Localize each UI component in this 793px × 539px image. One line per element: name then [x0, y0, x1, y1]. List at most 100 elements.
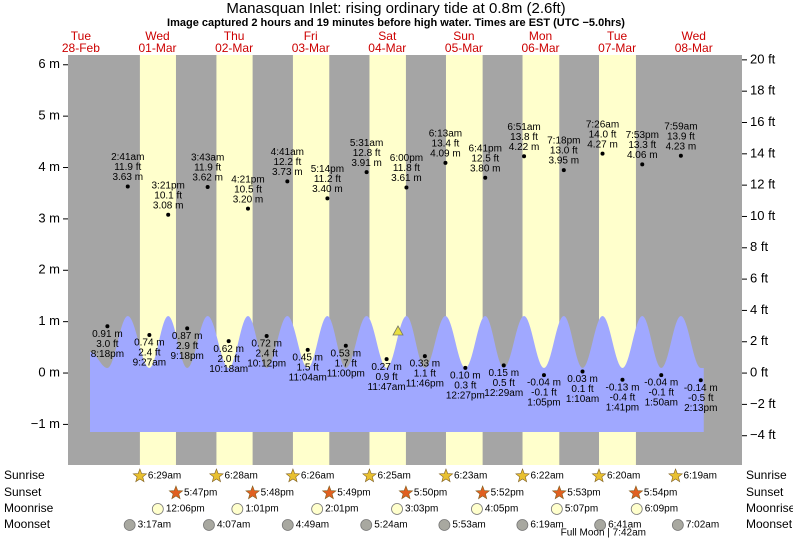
tide-label: 0.53 m [331, 348, 362, 359]
tide-label: 0.15 m [488, 368, 519, 379]
tide-point [384, 357, 389, 362]
tide-label: 2.0 ft [218, 354, 240, 365]
tide-label: 1:41pm [606, 402, 639, 413]
moonset-time: 3:17am [138, 520, 171, 531]
tide-point [541, 373, 546, 378]
tide-label: 11.9 ft [194, 163, 221, 174]
y-tick-label: 0 m [38, 364, 60, 379]
moonset-icon [438, 519, 451, 531]
tide-point [185, 326, 190, 331]
tide-label: 0.3 ft [454, 381, 476, 392]
moonrise-icon [471, 503, 483, 515]
day-date: 04-Mar [368, 41, 406, 55]
tide-label: 3:21pm [152, 180, 185, 191]
row-label: Moonrise [4, 501, 54, 515]
sunrise-icon [515, 468, 530, 483]
row-label: Sunset [746, 485, 784, 499]
moonset-time: 6:41am [608, 520, 641, 531]
sunset-icon [551, 485, 567, 500]
tide-label: 3.63 m [112, 172, 143, 183]
tide-label: 0.1 ft [571, 384, 593, 395]
tide-label: 7:53pm [626, 130, 659, 141]
tide-label: 2.4 ft [138, 348, 160, 359]
tide-label: 10.5 ft [234, 184, 262, 195]
tide-label: 12.2 ft [273, 157, 301, 168]
tide-label: 2.9 ft [176, 341, 198, 352]
row-label: Moonset [4, 517, 51, 531]
tide-label: 11:00pm [327, 368, 365, 379]
sunrise-time: 6:22am [531, 471, 564, 482]
tide-label: 4.09 m [430, 149, 461, 160]
tide-label: 10.1 ft [154, 190, 182, 201]
moonset-time: 4:07am [217, 520, 250, 531]
sunset-time: 5:49pm [337, 488, 370, 499]
tide-label: 1.5 ft [297, 363, 319, 374]
tide-label: 0.03 m [567, 374, 598, 385]
tide-label: 1.7 ft [335, 358, 357, 369]
tide-label: 6:41pm [469, 143, 502, 154]
moonset-icon [281, 519, 294, 531]
row-label: Moonrise [746, 501, 793, 515]
sunset-time: 5:48pm [261, 488, 294, 499]
day-date: 01-Mar [138, 41, 176, 55]
day-name: Wed [145, 29, 169, 43]
row-label: Sunrise [746, 468, 787, 482]
y2-tick-label: 10 ft [750, 208, 776, 223]
tide-point [698, 378, 703, 383]
sunrise-time: 6:28am [224, 471, 257, 482]
tide-label: 4.27 m [587, 139, 618, 150]
y2-tick-label: 14 ft [750, 145, 776, 160]
current-level-marker [392, 325, 404, 336]
tide-point [105, 324, 110, 329]
tide-label: 0.62 m [213, 344, 244, 355]
tide-label: 0.33 m [410, 359, 441, 370]
tide-point [245, 206, 250, 211]
tide-label: -0.4 ft [610, 392, 636, 403]
tide-label: 11:46pm [406, 379, 444, 390]
tide-label: 4.06 m [627, 150, 658, 161]
moonrise-icon [231, 503, 244, 515]
tide-label: 0.87 m [172, 331, 203, 342]
chart-title: Manasquan Inlet: rising ordinary tide at… [226, 0, 565, 17]
tide-label: -0.5 ft [688, 393, 714, 404]
tide-point [147, 333, 152, 338]
tide-label: 12.8 ft [353, 148, 381, 159]
sunset-icon [628, 485, 644, 500]
sunrise-time: 6:19am [684, 471, 717, 482]
tide-label: 0.72 m [251, 339, 282, 350]
tide-point [166, 212, 171, 217]
sunset-icon [398, 485, 414, 500]
day-name: Thu [224, 29, 245, 43]
sunrise-time: 6:23am [454, 471, 487, 482]
tide-wave [90, 316, 704, 432]
day-date: 08-Mar [675, 41, 713, 55]
tide-label: 0.5 ft [493, 378, 515, 389]
moonset-icon [123, 519, 136, 531]
tide-label: -0.13 m [606, 382, 640, 393]
tide-label: 10:18am [209, 364, 248, 375]
day-name: Wed [681, 29, 705, 43]
y2-tick-label: 6 ft [750, 271, 768, 286]
y2-tick-label: 20 ft [750, 51, 776, 66]
tide-point [580, 369, 585, 374]
day-name: Mon [529, 29, 552, 43]
y-tick-label: 2 m [38, 262, 60, 277]
tide-point [226, 339, 231, 344]
sunset-time: 5:47pm [184, 488, 217, 499]
y-tick-label: 5 m [38, 108, 60, 123]
tide-label: 6:00pm [390, 153, 423, 164]
tide-point [325, 196, 330, 201]
moonrise-icon [391, 503, 403, 515]
tide-point [205, 185, 210, 190]
tide-label: 11.2 ft [314, 174, 341, 185]
moonset-time: 5:24am [374, 520, 407, 531]
sunset-time: 5:54pm [644, 488, 677, 499]
moonrise-time: 5:07pm [565, 504, 598, 515]
moon-phase: Full Moon | 7:42am [561, 528, 646, 539]
tide-label: 13.4 ft [432, 139, 460, 150]
tide-point [483, 175, 488, 180]
tide-label: 1:50am [645, 398, 678, 409]
tide-label: -0.1 ft [648, 388, 674, 399]
y2-tick-label: 4 ft [750, 302, 768, 317]
